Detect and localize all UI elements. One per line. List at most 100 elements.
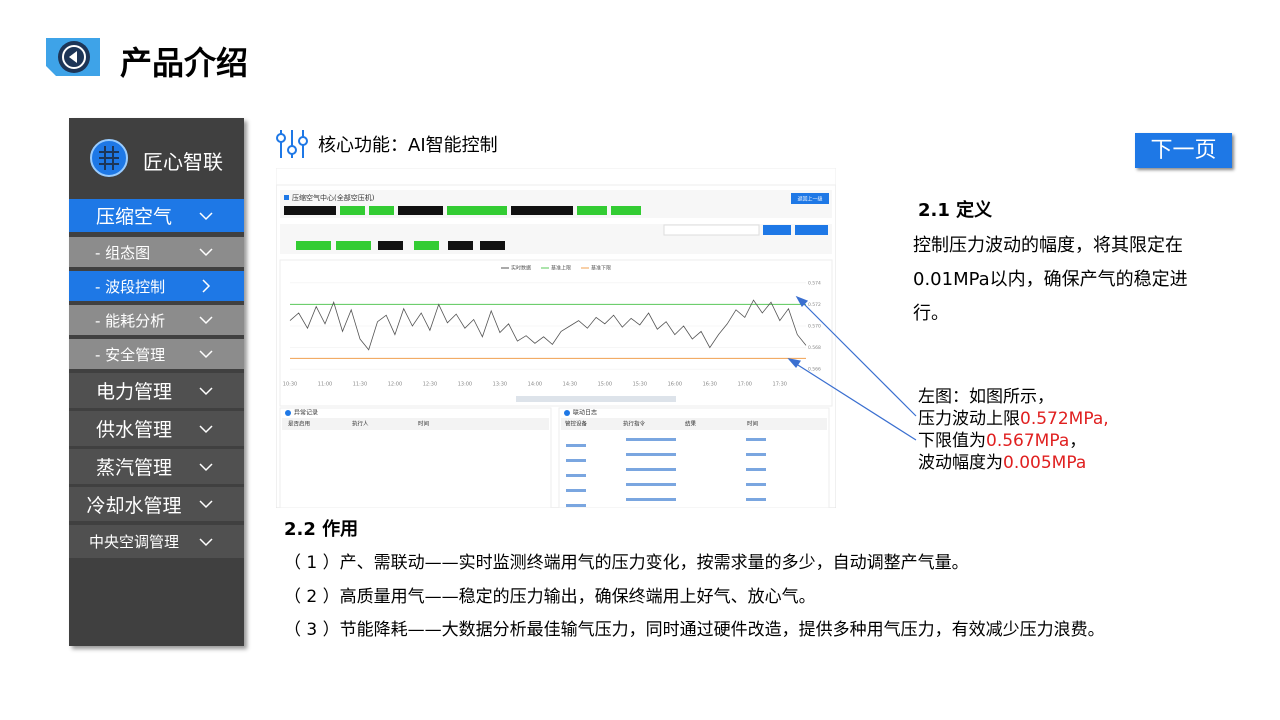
page-title: 产品介绍 bbox=[120, 44, 249, 82]
chevron-path bbox=[199, 537, 213, 546]
log-row-line bbox=[626, 498, 676, 501]
x-tick-label: 14:00 bbox=[528, 382, 542, 388]
log-row-line bbox=[566, 504, 586, 507]
annotation-value: 0.572MPa, bbox=[1020, 409, 1109, 429]
annotation: 左图：如图所示， 压力波动上限0.572MPa, 下限值为0.567MPa， 波动幅度… bbox=[918, 386, 1109, 474]
annotation-value: 0.567MPa bbox=[986, 431, 1070, 451]
x-tick-label: 14:30 bbox=[563, 382, 577, 388]
menu-item[interactable]: 电力管理 bbox=[69, 373, 244, 408]
menu-item[interactable]: 蒸汽管理 bbox=[69, 449, 244, 484]
panel-title: 异常记录 bbox=[294, 409, 318, 417]
log-row-line bbox=[746, 438, 766, 441]
legend-label: 基准下限 bbox=[591, 265, 611, 272]
log-row-line bbox=[746, 483, 766, 486]
panel-icon bbox=[285, 410, 291, 416]
panel-title: 联动日志 bbox=[573, 409, 597, 417]
chevron-path bbox=[199, 386, 213, 395]
brand-logo bbox=[90, 139, 128, 177]
slider-icon bbox=[276, 130, 308, 158]
column-header: 执行指令 bbox=[623, 420, 646, 428]
menu-item[interactable]: - 波段控制 bbox=[69, 271, 244, 301]
column-header: 时间 bbox=[747, 420, 758, 428]
menu-item[interactable]: 中央空调管理 bbox=[69, 525, 244, 558]
log-row-line bbox=[746, 468, 766, 471]
chevron bbox=[199, 462, 213, 471]
menu-item[interactable]: - 能耗分析 bbox=[69, 305, 244, 335]
column-header: 管控设备 bbox=[565, 420, 588, 428]
definition-text: 控制压力波动的幅度，将其限定在0.01MPa以内，确保产气的稳定进行。 bbox=[913, 235, 1188, 324]
annotation-line: 波动幅度为0.005MPa bbox=[918, 452, 1109, 474]
log-row-line bbox=[566, 489, 586, 492]
log-row-line bbox=[626, 453, 676, 456]
annotation-line: 左图：如图所示， bbox=[918, 386, 1109, 408]
log-row-line bbox=[566, 474, 586, 477]
usage-list: （ 1 ）产、需联动——实时监测终端用气的压力变化，按需求量的多少，自动调整产气… bbox=[284, 548, 1105, 649]
menu-label: 蒸汽管理 bbox=[95, 457, 172, 479]
chevron-path bbox=[199, 316, 213, 325]
menu-label: 冷却水管理 bbox=[86, 494, 182, 517]
brand-name: 匠心智联 bbox=[143, 150, 223, 174]
column-header: 时间 bbox=[418, 420, 429, 428]
menu-item[interactable]: 冷却水管理 bbox=[69, 487, 244, 521]
section-title: 核心功能：AI智能控制 bbox=[318, 135, 498, 156]
annotation-label: 下限值为 bbox=[918, 431, 986, 451]
log-row-line bbox=[626, 468, 676, 471]
log-row-line bbox=[626, 483, 676, 486]
log-row-line bbox=[566, 459, 586, 462]
menu-label: - 波段控制 bbox=[95, 277, 166, 296]
data-line bbox=[289, 299, 807, 351]
menu-label: 供水管理 bbox=[95, 419, 172, 441]
annotation-label: 波动幅度为 bbox=[918, 453, 1003, 473]
x-tick-label: 15:00 bbox=[598, 382, 612, 388]
legend-label: 基准上限 bbox=[551, 265, 571, 272]
panel-title: 压缩空气中心(全部空压机) bbox=[292, 193, 375, 202]
chevron-path bbox=[199, 211, 213, 220]
chevron-path bbox=[199, 462, 213, 471]
usage-item: （ 1 ）产、需联动——实时监测终端用气的压力变化，按需求量的多少，自动调整产气… bbox=[284, 553, 969, 573]
x-tick-label: 16:30 bbox=[703, 382, 717, 388]
menu-label: - 安全管理 bbox=[95, 345, 166, 364]
menu-item[interactable]: 压缩空气 bbox=[69, 199, 244, 232]
x-tick-label: 12:00 bbox=[388, 382, 402, 388]
x-tick-label: 16:00 bbox=[668, 382, 682, 388]
menu-label: - 组态图 bbox=[95, 243, 151, 262]
chevron bbox=[199, 386, 213, 395]
sidebar: 匠心智联 压缩空气 - 组态图 - 波段控制 - 能耗分析 - 安全管理 电力管理供水管理… bbox=[69, 118, 244, 646]
annotation-suffix: ， bbox=[1069, 431, 1087, 451]
usage-item: （ 3 ）节能降耗——大数据分析最佳输气压力，同时通过硬件改造，提供多种用气压力… bbox=[284, 620, 1105, 640]
annotation-label: 左图：如图所示， bbox=[918, 387, 1054, 407]
x-tick-label: 13:30 bbox=[493, 382, 507, 388]
chevron-path bbox=[202, 279, 211, 293]
menu-item[interactable]: 供水管理 bbox=[69, 411, 244, 446]
usage-heading: 2.2 作用 bbox=[284, 519, 359, 540]
column-header: 结果 bbox=[685, 420, 697, 428]
next-button[interactable]: 下一页 bbox=[1135, 133, 1232, 168]
menu-label: 压缩空气 bbox=[95, 206, 172, 228]
legend-label: 实时数据 bbox=[511, 265, 531, 272]
chevron bbox=[199, 248, 213, 257]
menu-item[interactable]: - 安全管理 bbox=[69, 339, 244, 369]
y-tick-label: 0.566 bbox=[808, 367, 821, 373]
log-row-line bbox=[746, 498, 766, 501]
back-button[interactable]: 返回上一级 bbox=[797, 196, 822, 203]
table-header bbox=[282, 418, 549, 430]
y-tick-label: 0.570 bbox=[808, 324, 821, 330]
chevron-path bbox=[199, 350, 213, 359]
table-header bbox=[561, 418, 827, 430]
annotation-line: 压力波动上限0.572MPa, bbox=[918, 408, 1109, 430]
chevron bbox=[199, 350, 213, 359]
log-row-line bbox=[566, 444, 586, 447]
chevron bbox=[199, 316, 213, 325]
chevron bbox=[199, 211, 213, 220]
menu-label: 电力管理 bbox=[95, 381, 172, 403]
menu-item[interactable]: - 组态图 bbox=[69, 237, 244, 267]
chevron bbox=[202, 279, 211, 293]
annotation-value: 0.005MPa bbox=[1003, 453, 1087, 473]
chevron-path bbox=[199, 248, 213, 257]
back-icon bbox=[46, 38, 100, 76]
usage-item: （ 2 ）高质量用气——稳定的压力输出，确保终端用上好气、放心气。 bbox=[284, 586, 816, 607]
x-tick-label: 13:00 bbox=[458, 382, 472, 388]
x-tick-label: 11:00 bbox=[318, 382, 332, 388]
